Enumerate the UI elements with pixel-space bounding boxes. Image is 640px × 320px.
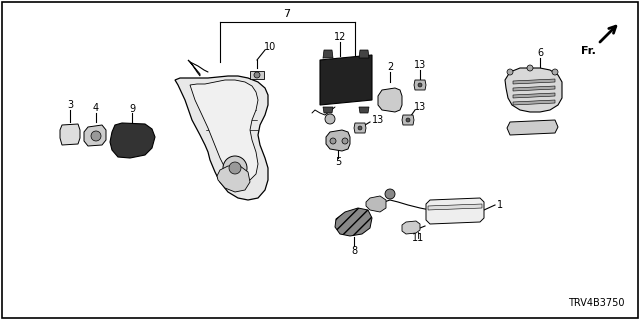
Polygon shape: [513, 86, 555, 91]
Circle shape: [342, 138, 348, 144]
Polygon shape: [378, 88, 402, 112]
Text: 13: 13: [414, 60, 426, 70]
Circle shape: [507, 69, 513, 75]
Polygon shape: [323, 50, 333, 58]
Circle shape: [527, 65, 533, 71]
Polygon shape: [190, 80, 258, 180]
Polygon shape: [402, 221, 420, 234]
Text: 1: 1: [497, 200, 503, 210]
Polygon shape: [505, 68, 562, 112]
Polygon shape: [513, 93, 555, 98]
Circle shape: [254, 72, 260, 78]
Polygon shape: [426, 198, 484, 224]
Circle shape: [229, 162, 241, 174]
Text: 10: 10: [264, 42, 276, 52]
Text: 8: 8: [351, 246, 357, 256]
Polygon shape: [354, 123, 366, 133]
Polygon shape: [60, 124, 80, 145]
Circle shape: [406, 118, 410, 122]
Polygon shape: [359, 50, 369, 58]
Circle shape: [358, 126, 362, 130]
Polygon shape: [217, 166, 250, 192]
Text: TRV4B3750: TRV4B3750: [568, 298, 625, 308]
Circle shape: [91, 131, 101, 141]
Text: 11: 11: [412, 233, 424, 243]
Text: 9: 9: [129, 104, 135, 114]
Circle shape: [223, 156, 247, 180]
Polygon shape: [402, 115, 414, 125]
Polygon shape: [110, 123, 155, 158]
Circle shape: [552, 69, 558, 75]
Polygon shape: [428, 204, 482, 210]
Circle shape: [325, 114, 335, 124]
Polygon shape: [366, 196, 386, 212]
Polygon shape: [84, 125, 106, 146]
Polygon shape: [175, 76, 268, 200]
Polygon shape: [335, 208, 372, 236]
Text: 3: 3: [67, 100, 73, 110]
Polygon shape: [513, 79, 555, 84]
Text: 7: 7: [284, 9, 291, 19]
Circle shape: [418, 83, 422, 87]
Text: 4: 4: [93, 103, 99, 113]
Polygon shape: [414, 80, 426, 90]
Polygon shape: [323, 107, 333, 113]
Text: 5: 5: [335, 157, 341, 167]
Polygon shape: [320, 55, 372, 105]
Circle shape: [330, 138, 336, 144]
Text: 13: 13: [372, 115, 384, 125]
Circle shape: [385, 189, 395, 199]
Polygon shape: [250, 71, 264, 79]
Text: Fr.: Fr.: [581, 46, 596, 56]
Polygon shape: [359, 107, 369, 113]
Text: 6: 6: [537, 48, 543, 58]
Polygon shape: [507, 120, 558, 135]
Polygon shape: [326, 130, 350, 151]
Text: 2: 2: [387, 62, 393, 72]
Text: 13: 13: [414, 102, 426, 112]
Text: 12: 12: [334, 32, 346, 42]
Polygon shape: [188, 60, 200, 76]
Polygon shape: [513, 100, 555, 105]
